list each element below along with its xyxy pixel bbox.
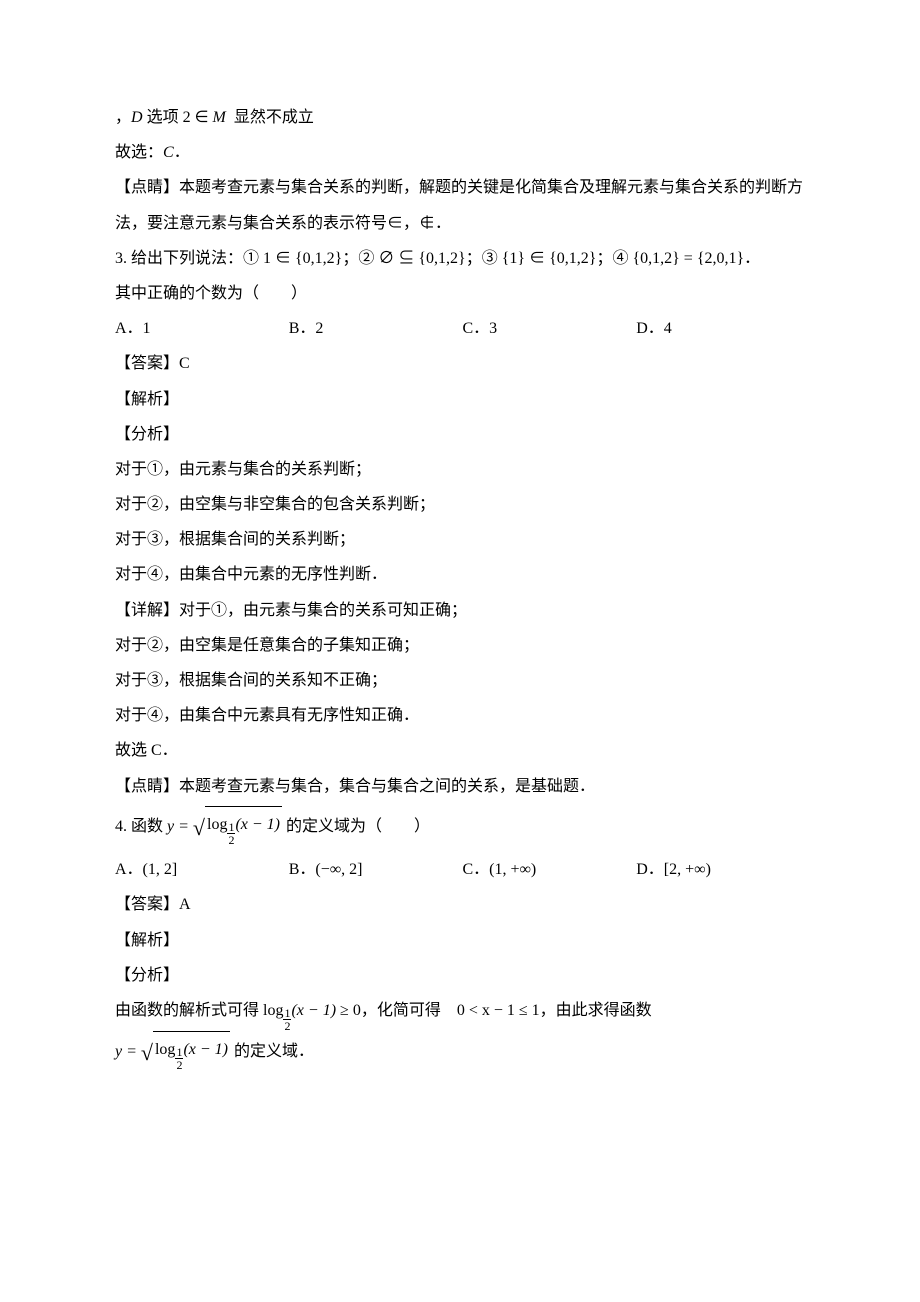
math-log: log: [207, 816, 227, 833]
detail-line: 对于④，由集合中元素具有无序性知正确．: [115, 698, 810, 733]
option-c: C．3: [463, 311, 637, 346]
sqrt-body: log12(x − 1): [153, 1031, 230, 1068]
answer-label: 【答案】A: [115, 887, 810, 922]
q3-stem: 3. 给出下列说法：① 1 ∈ {0,1,2}；② ∅ ⊆ {0,1,2}；③ …: [115, 250, 760, 267]
question-3: 3. 给出下列说法：① 1 ∈ {0,1,2}；② ∅ ⊆ {0,1,2}；③ …: [115, 241, 810, 276]
text-fragment: 的定义域．: [230, 1043, 314, 1060]
analysis-line: 对于①，由元素与集合的关系判断；: [115, 452, 810, 487]
analysis-line: 对于②，由空集与非空集合的包含关系判断；: [115, 487, 810, 522]
analysis-line: 对于④，由集合中元素的无序性判断．: [115, 557, 810, 592]
q4-pre: 4. 函数: [115, 818, 167, 835]
detail-line: 对于③，根据集合间的关系知不正确；: [115, 663, 810, 698]
question-3-tail: 其中正确的个数为（ ）: [115, 276, 810, 311]
frac-den: 2: [283, 1020, 291, 1032]
math-ge0: ≥ 0: [336, 1002, 361, 1019]
log-base: 12: [175, 1049, 183, 1061]
option-c: C．(1, +∞): [463, 852, 637, 887]
sqrt-icon: √: [193, 804, 205, 852]
q4-options: A．(1, 2] B．(−∞, 2] C．(1, +∞) D．[2, +∞): [115, 852, 810, 887]
option-d: D．4: [636, 311, 810, 346]
answer-label: 【答案】C: [115, 346, 810, 381]
math-y-eq: y =: [167, 818, 189, 835]
math-y-eq: y =: [115, 1043, 137, 1060]
note-dianjing: 【点睛】本题考查元素与集合，集合与集合之间的关系，是基础题．: [115, 769, 810, 804]
note-dianjing: 【点睛】本题考查元素与集合关系的判断，解题的关键是化简集合及理解元素与集合关系的…: [115, 170, 810, 240]
option-a: A．1: [115, 311, 289, 346]
log-base: 12: [283, 1010, 291, 1022]
analysis-line-2: y = √log12(x − 1) 的定义域．: [115, 1029, 810, 1077]
detail-line: 故选 C．: [115, 733, 810, 768]
math-expr: y = √log12(x − 1): [115, 1043, 230, 1060]
text-fragment: 由函数的解析式可得: [115, 1002, 263, 1019]
math-log: log: [155, 1041, 175, 1058]
option-b: B．(−∞, 2]: [289, 852, 463, 887]
log-base: 12: [227, 824, 235, 836]
jiexi-label: 【解析】: [115, 382, 810, 417]
sqrt-icon: √: [141, 1029, 153, 1077]
option-d: D．[2, +∞): [636, 852, 810, 887]
detail-line: 对于②，由空集是任意集合的子集知正确；: [115, 628, 810, 663]
question-4: 4. 函数 y = √log12(x − 1) 的定义域为（ ）: [115, 804, 810, 852]
math-arg: (x − 1): [235, 816, 280, 833]
text-fragment: ，化简可得 0 < x − 1 ≤ 1，由此求得函数: [361, 1002, 652, 1019]
document-page: ，D 选项 2 ∈ M 显然不成立 故选：C． 【点睛】本题考查元素与集合关系的…: [0, 0, 920, 1137]
frac-den: 2: [227, 834, 235, 846]
jiexi-label: 【解析】: [115, 923, 810, 958]
math-expr: log12(x − 1) ≥ 0: [263, 1002, 361, 1019]
math-expr: y = √log12(x − 1): [167, 818, 282, 835]
analysis-line: 由函数的解析式可得 log12(x − 1) ≥ 0，化简可得 0 < x − …: [115, 993, 810, 1029]
q3-options: A．1 B．2 C．3 D．4: [115, 311, 810, 346]
math-arg: (x − 1): [291, 1002, 336, 1019]
text-line: 故选：C．: [115, 135, 810, 170]
option-b: B．2: [289, 311, 463, 346]
text-line: ，D 选项 2 ∈ M 显然不成立: [115, 100, 810, 135]
math-log: log: [263, 1002, 283, 1019]
frac-den: 2: [175, 1059, 183, 1071]
detail-line: 【详解】对于①，由元素与集合的关系可知正确；: [115, 593, 810, 628]
q4-post: 的定义域为（ ）: [282, 818, 430, 835]
fenxi-label: 【分析】: [115, 417, 810, 452]
fenxi-label: 【分析】: [115, 958, 810, 993]
math-arg: (x − 1): [183, 1041, 228, 1058]
analysis-line: 对于③，根据集合间的关系判断；: [115, 522, 810, 557]
frac-num: 1: [227, 821, 235, 834]
option-a: A．(1, 2]: [115, 852, 289, 887]
sqrt-body: log12(x − 1): [205, 806, 282, 843]
